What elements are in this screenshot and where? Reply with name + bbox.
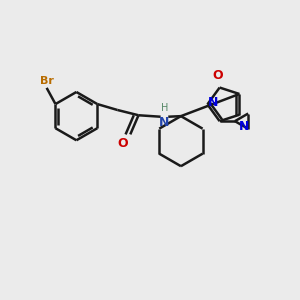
Text: O: O [118,137,128,150]
Text: O: O [213,69,224,82]
Text: Br: Br [40,76,54,85]
Text: N: N [159,116,170,129]
Text: H: H [161,103,168,112]
Text: N: N [238,120,249,133]
Text: N: N [208,95,218,109]
